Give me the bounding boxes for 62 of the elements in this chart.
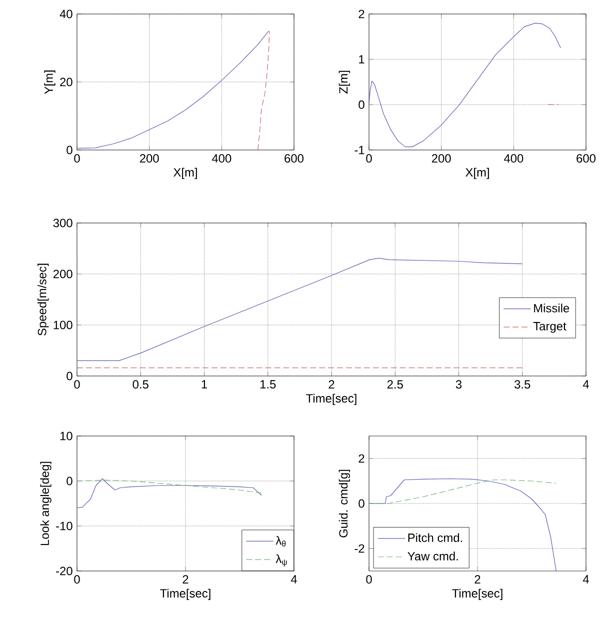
x-tick-label: 4 [582,575,589,584]
y-tick-label: 0 [66,476,72,486]
legend-label: λ$_{θ}$ [276,536,286,546]
legend-label: Missile [534,304,570,312]
legend-label: Yaw cmd. [408,552,458,560]
y-tick-label: 40 [60,10,72,18]
y-tick-label: 2 [358,10,364,18]
y-axis-title: Look angle[deg] [40,462,52,546]
x-tick-label: 200 [140,154,159,163]
x-tick-label: 2.5 [387,380,403,389]
legend-label: Pitch cmd. [408,533,462,542]
x-tick-label: 3.5 [514,380,530,389]
line-series [77,478,262,508]
legend-label: Target [533,322,566,333]
y-tick-label: 200 [53,270,72,278]
x-tick-label: 400 [212,154,232,163]
y-tick-label: 0 [358,499,364,508]
y-tick-label: 0 [358,100,364,109]
x-tick-label: 2 [474,575,480,584]
y-tick-label: 300 [53,218,72,228]
y-tick-label: -10 [56,522,72,530]
x-tick-label: 0 [74,154,80,163]
x-tick-label: 0 [74,575,80,584]
y-axis-title: Speed[m/sec] [38,264,49,336]
x-tick-label: 0 [366,154,372,163]
y-tick-label: -1 [354,146,364,154]
y-tick-label: 1 [359,55,364,64]
x-axis-title: X[m] [173,168,197,179]
x-tick-label: 4 [582,380,589,388]
line-series [369,22,561,148]
x-tick-label: 1.5 [260,380,276,389]
x-tick-label: 0 [74,380,80,389]
y-tick-label: -20 [56,566,72,576]
x-axis-title: Time[sec] [160,588,210,600]
x-axis-title: Time[sec] [452,588,502,600]
y-tick-label: -2 [354,544,364,553]
y-tick-label: 0 [66,146,72,154]
y-axis-title: Guid. cmd[g] [338,470,350,538]
x-tick-label: 200 [432,154,451,163]
y-axis-title: Z[m] [338,70,350,94]
y-tick-label: 10 [60,432,72,440]
x-axis-title: X[m] [465,168,489,179]
x-tick-label: 2 [328,380,334,389]
x-tick-label: 400 [504,154,524,163]
line-series [77,30,269,149]
x-tick-label: 1 [202,380,207,388]
y-tick-label: 0 [66,372,72,380]
x-tick-label: 0 [366,575,372,584]
x-tick-label: 4 [290,575,297,584]
line-series [77,258,523,361]
legend-label: λ$_{ψ}$ [276,554,287,566]
x-tick-label: 2 [182,575,188,584]
x-axis-title: Time[sec] [306,394,356,405]
x-tick-label: 3 [456,380,462,389]
y-tick-label: 2 [358,454,364,463]
x-tick-label: 600 [576,154,596,163]
y-tick-label: 100 [54,320,72,330]
y-axis-title: Y[m] [44,70,56,94]
line-series [258,30,270,150]
x-tick-label: 0.5 [132,380,148,389]
x-tick-label: 600 [284,154,304,163]
y-tick-label: 20 [60,78,72,86]
